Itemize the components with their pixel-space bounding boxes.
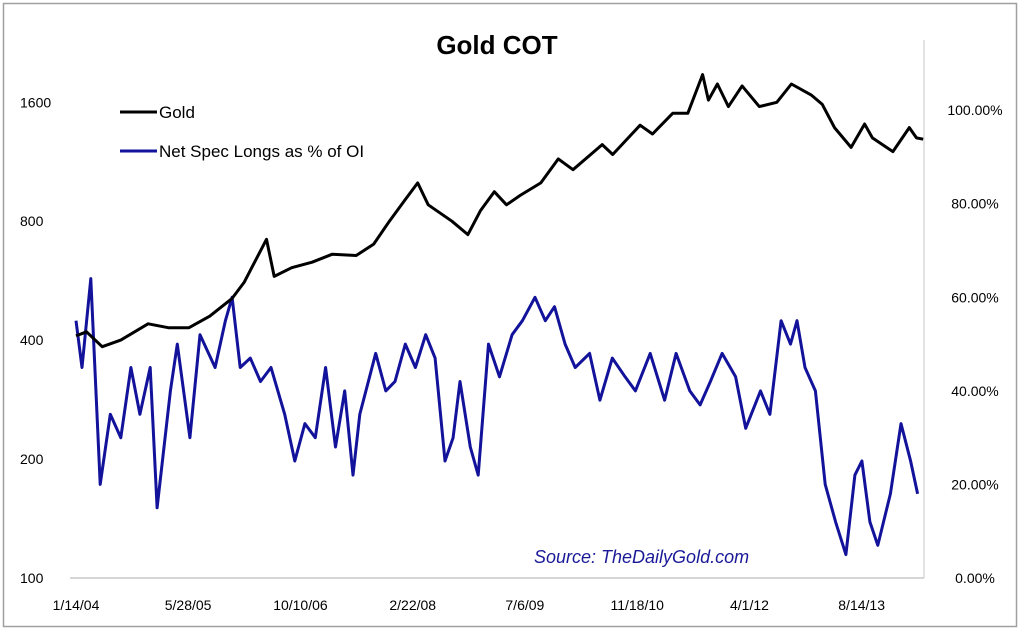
legend: Gold Net Spec Longs as % of OI bbox=[120, 103, 364, 161]
right-axis-tick-label: 20.00% bbox=[951, 476, 998, 492]
gold-price-line bbox=[75, 73, 924, 349]
legend-label-net-spec: Net Spec Longs as % of OI bbox=[159, 142, 364, 161]
left-axis-tick-label: 400 bbox=[20, 332, 44, 348]
x-axis-tick-label: 1/14/04 bbox=[53, 597, 100, 613]
x-axis-tick-label: 11/18/10 bbox=[610, 597, 664, 613]
right-axis-tick-label: 80.00% bbox=[951, 196, 998, 212]
left-axis-tick-label: 1600 bbox=[20, 94, 51, 110]
right-axis-tick-label: 60.00% bbox=[951, 289, 998, 305]
chart-frame bbox=[2, 2, 1018, 628]
right-axis-tick-label: 100.00% bbox=[947, 102, 1002, 118]
x-axis-tick-label: 8/14/13 bbox=[838, 597, 885, 613]
source-annotation: Source: TheDailyGold.com bbox=[534, 547, 749, 567]
x-axis-tick-label: 2/22/08 bbox=[389, 597, 436, 613]
left-axis-tick-label: 800 bbox=[20, 213, 44, 229]
x-axis-tick-label: 5/28/05 bbox=[165, 597, 212, 613]
right-axis-tick-label: 40.00% bbox=[951, 383, 998, 399]
net-spec-longs-line bbox=[74, 277, 920, 557]
right-axis-tick-label: 0.00% bbox=[955, 570, 995, 586]
x-axis-tick-label: 7/6/09 bbox=[505, 597, 544, 613]
left-axis-tick-label: 100 bbox=[20, 570, 44, 586]
left-axis-tick-label: 200 bbox=[20, 451, 44, 467]
legend-label-gold: Gold bbox=[159, 103, 195, 122]
x-axis-tick-label: 4/1/12 bbox=[730, 597, 769, 613]
x-axis-tick-label: 10/10/06 bbox=[273, 597, 328, 613]
chart-title: Gold COT bbox=[436, 30, 557, 60]
